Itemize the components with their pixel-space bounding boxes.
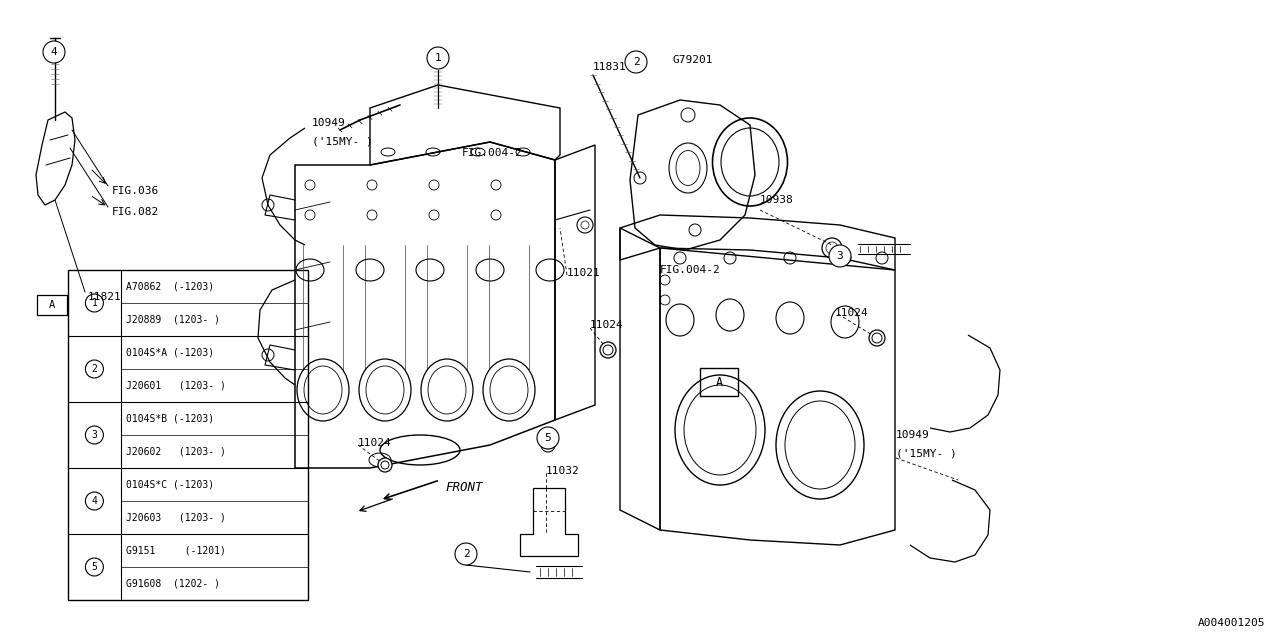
- Circle shape: [541, 438, 556, 452]
- Text: 11024: 11024: [590, 320, 623, 330]
- Text: FIG.004-2: FIG.004-2: [462, 148, 522, 158]
- Text: J20602   (1203- ): J20602 (1203- ): [125, 447, 225, 456]
- Circle shape: [625, 51, 646, 73]
- Text: 11024: 11024: [358, 438, 392, 448]
- Bar: [68, 270, 308, 600]
- Circle shape: [600, 342, 616, 358]
- Circle shape: [86, 426, 104, 444]
- Circle shape: [86, 360, 104, 378]
- Text: 4: 4: [51, 47, 58, 57]
- Text: FIG.004-2: FIG.004-2: [660, 265, 721, 275]
- Text: 11831: 11831: [593, 62, 627, 72]
- Circle shape: [538, 427, 559, 449]
- Text: J20601   (1203- ): J20601 (1203- ): [125, 381, 225, 390]
- Text: 3: 3: [91, 430, 97, 440]
- Text: 0104S*C (-1203): 0104S*C (-1203): [125, 479, 214, 490]
- Text: 4: 4: [91, 496, 97, 506]
- Text: 0104S*B (-1203): 0104S*B (-1203): [125, 413, 214, 424]
- Text: 5: 5: [91, 562, 97, 572]
- Circle shape: [86, 558, 104, 576]
- Text: A70862  (-1203): A70862 (-1203): [125, 282, 214, 291]
- Text: A: A: [716, 376, 723, 388]
- Circle shape: [869, 330, 884, 346]
- Text: 1: 1: [435, 53, 442, 63]
- Text: G9151     (-1201): G9151 (-1201): [125, 545, 225, 556]
- Circle shape: [44, 41, 65, 63]
- Text: FRONT: FRONT: [445, 481, 483, 493]
- Text: 1: 1: [91, 298, 97, 308]
- Text: 10949: 10949: [896, 430, 929, 440]
- Text: 3: 3: [837, 251, 844, 261]
- Text: J20603   (1203- ): J20603 (1203- ): [125, 513, 225, 522]
- Text: ('15MY- ): ('15MY- ): [312, 136, 372, 146]
- Text: 11024: 11024: [835, 308, 869, 318]
- Text: 11032: 11032: [547, 466, 580, 476]
- Text: 2: 2: [91, 364, 97, 374]
- Text: 11021: 11021: [567, 268, 600, 278]
- Text: 10949: 10949: [312, 118, 346, 128]
- Circle shape: [454, 543, 477, 565]
- Text: G79201: G79201: [672, 55, 713, 65]
- Text: 10938: 10938: [760, 195, 794, 205]
- Text: 5: 5: [544, 433, 552, 443]
- Text: 11821: 11821: [88, 292, 122, 302]
- Circle shape: [378, 458, 392, 472]
- Text: FIG.082: FIG.082: [113, 207, 159, 217]
- Text: A004001205: A004001205: [1198, 618, 1265, 628]
- Bar: [700, 368, 739, 396]
- Text: ('15MY- ): ('15MY- ): [896, 448, 956, 458]
- Text: 2: 2: [632, 57, 640, 67]
- Circle shape: [829, 245, 851, 267]
- Text: 2: 2: [462, 549, 470, 559]
- Text: A: A: [49, 300, 55, 310]
- Text: 0104S*A (-1203): 0104S*A (-1203): [125, 348, 214, 358]
- Text: G91608  (1202- ): G91608 (1202- ): [125, 579, 220, 589]
- Circle shape: [86, 294, 104, 312]
- Circle shape: [428, 47, 449, 69]
- Bar: [37, 295, 67, 315]
- Text: FIG.036: FIG.036: [113, 186, 159, 196]
- Text: J20889  (1203- ): J20889 (1203- ): [125, 314, 220, 324]
- Circle shape: [86, 492, 104, 510]
